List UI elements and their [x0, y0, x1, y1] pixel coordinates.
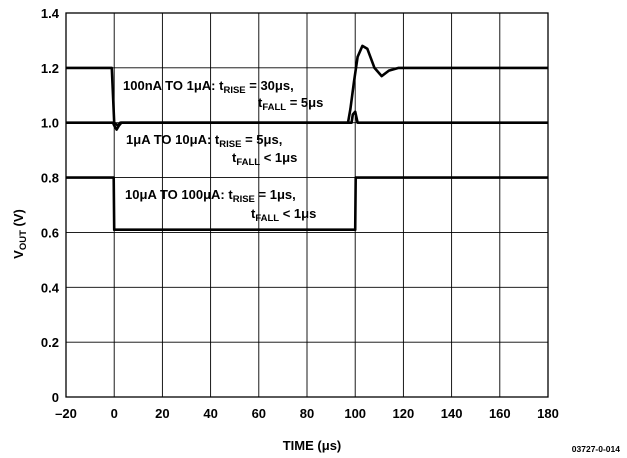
series-line-2 [66, 110, 548, 131]
x-tick-label: –20 [55, 406, 77, 421]
annotation-3-line-1: 10μA TO 100μA: tRISE = 1μs, [125, 187, 296, 205]
series-line-3 [66, 176, 548, 231]
x-tick-labels: –20 0 20 40 60 80 100 120 140 160 180 [55, 406, 559, 421]
x-tick-label: 180 [537, 406, 559, 421]
figure-id: 03727-0-014 [572, 444, 620, 454]
series-line-1 [66, 44, 548, 127]
annotation-1-line-1: 100nA TO 1μA: tRISE = 30μs, [123, 78, 294, 96]
x-axis-label: TIME (μs) [283, 438, 342, 453]
annotation-1-line-2: tFALL = 5μs [258, 95, 323, 113]
x-tick-label: 80 [300, 406, 314, 421]
y-tick-label: 0.8 [41, 171, 59, 186]
x-tick-label: 20 [155, 406, 169, 421]
series-group [66, 44, 548, 231]
x-tick-label: 40 [203, 406, 217, 421]
y-tick-label: 0.2 [41, 335, 59, 350]
y-tick-label: 1.0 [41, 116, 59, 131]
x-tick-label: 120 [393, 406, 415, 421]
x-tick-label: 100 [344, 406, 366, 421]
y-tick-label: 1.4 [41, 6, 60, 21]
grid [66, 13, 548, 397]
x-tick-label: 160 [489, 406, 511, 421]
y-tick-label: 0.6 [41, 225, 59, 240]
x-tick-label: 140 [441, 406, 463, 421]
y-axis-label: VOUT (V) [11, 209, 29, 259]
y-tick-label: 1.2 [41, 61, 59, 76]
annotation-3-line-2: tFALL < 1μs [251, 206, 316, 224]
annotation-2-line-1: 1μA TO 10μA: tRISE = 5μs, [126, 132, 282, 150]
x-tick-label: 60 [252, 406, 266, 421]
y-tick-label: 0.4 [41, 280, 60, 295]
y-tick-label: 0 [52, 390, 59, 405]
x-tick-label: 0 [111, 406, 118, 421]
plot-frame [65, 12, 549, 398]
y-tick-labels: 0 0.2 0.4 0.6 0.8 1.0 1.2 1.4 [41, 6, 60, 405]
annotation-2-line-2: tFALL < 1μs [232, 150, 297, 168]
